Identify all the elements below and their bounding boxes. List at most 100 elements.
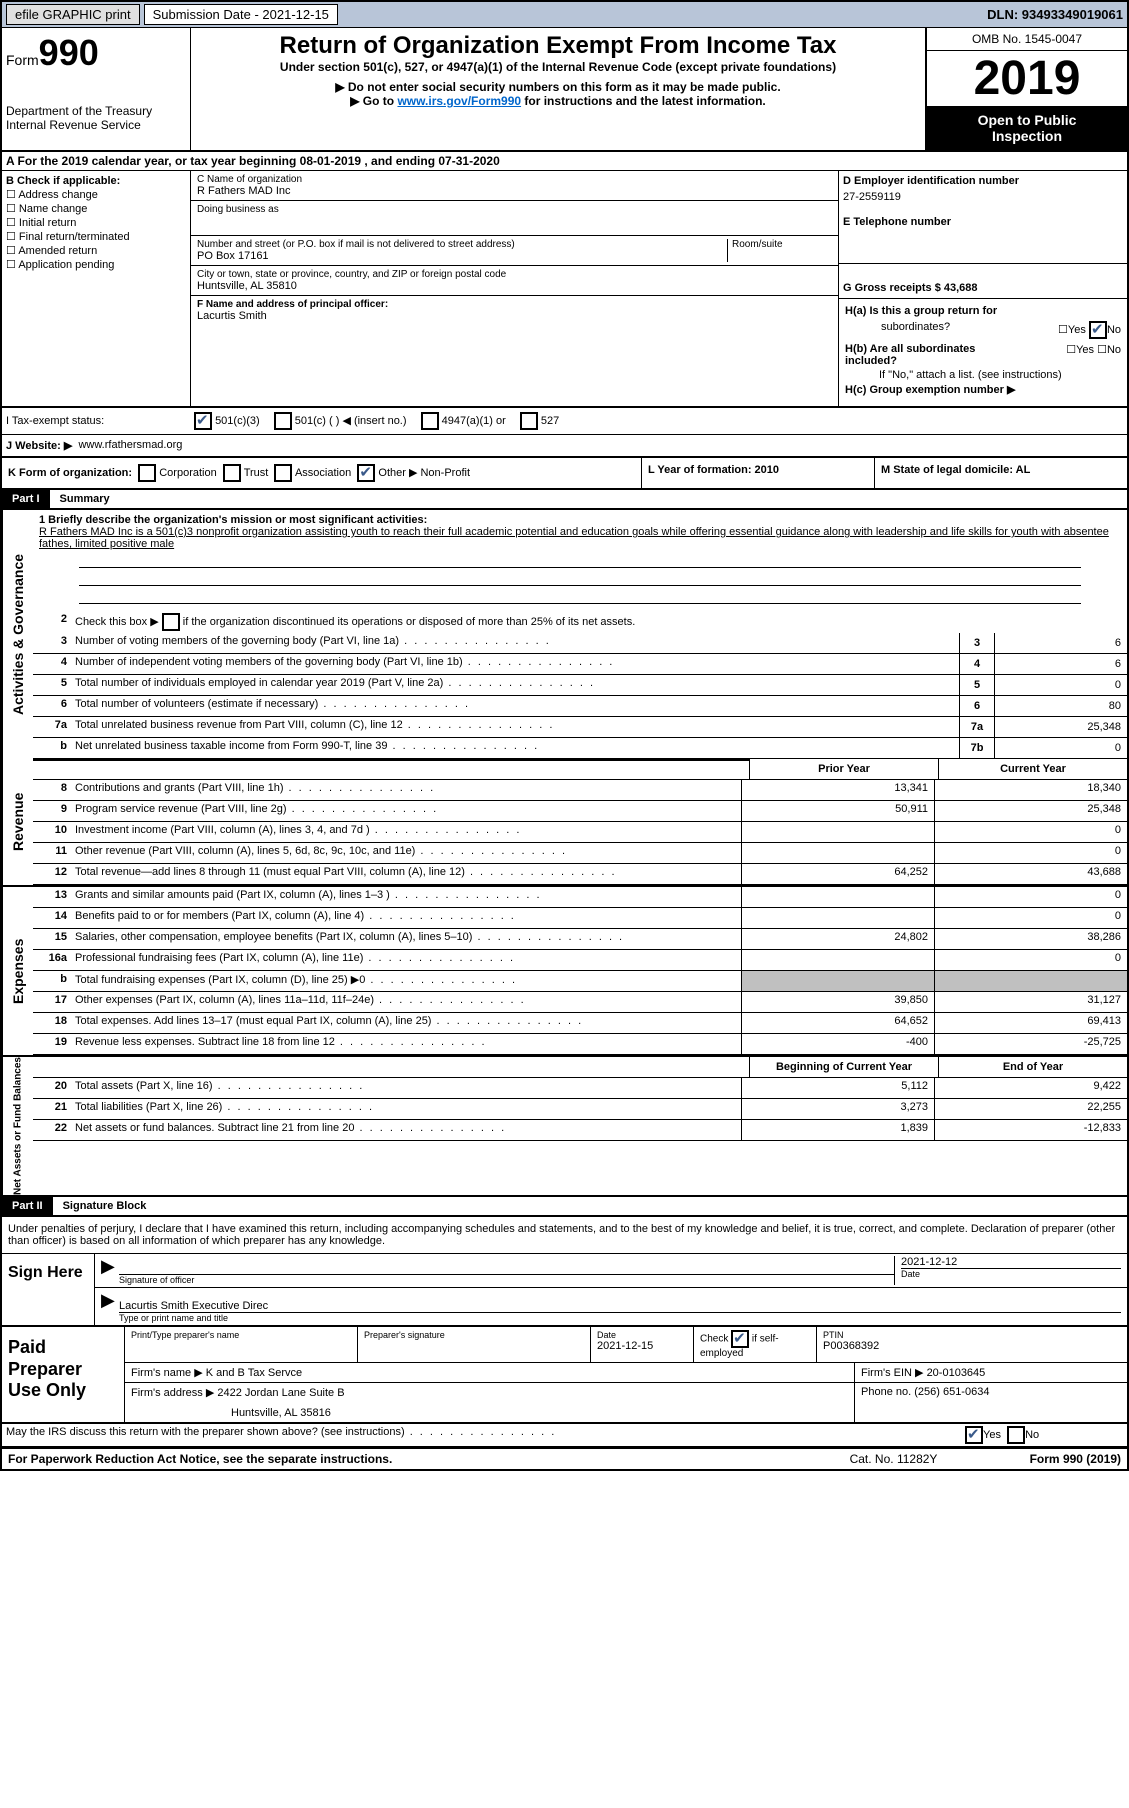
org-name: R Fathers MAD Inc: [197, 185, 832, 197]
sign-here-label: Sign Here: [2, 1254, 94, 1325]
revenue-header: Prior Year Current Year: [33, 759, 1127, 780]
summary-line-7a: 7aTotal unrelated business revenue from …: [33, 717, 1127, 738]
sig-arrow-2: ▶: [101, 1290, 119, 1323]
irs-link[interactable]: www.irs.gov/Form990: [397, 94, 521, 108]
firm-addr2: Huntsville, AL 35816: [131, 1399, 848, 1419]
line-12: 12Total revenue—add lines 8 through 11 (…: [33, 864, 1127, 885]
firm-addr1: 2422 Jordan Lane Suite B: [217, 1387, 344, 1399]
line-1-label: 1 Briefly describe the organization's mi…: [39, 514, 1121, 526]
chk-4947[interactable]: 4947(a)(1) or: [421, 412, 506, 430]
line-2-num: 2: [33, 611, 71, 633]
website-value: www.rfathersmad.org: [78, 439, 182, 452]
chk-assoc[interactable]: Association: [274, 467, 351, 479]
tax-exempt-label: I Tax-exempt status:: [2, 411, 190, 431]
c-name-label: C Name of organization: [197, 174, 832, 185]
firm-addr-label: Firm's address ▶: [131, 1387, 214, 1399]
public-inspection: Open to PublicInspection: [927, 106, 1127, 150]
blank-line-3: [79, 589, 1081, 604]
blank-line-1: [79, 553, 1081, 568]
form-version: Form 990 (2019): [1030, 1452, 1121, 1466]
row-k-l-m: K Form of organization: Corporation Trus…: [2, 458, 1127, 490]
col-b-checkboxes: B Check if applicable: ☐ Address change …: [2, 171, 191, 406]
l-year-formation: L Year of formation: 2010: [641, 458, 874, 488]
discuss-yes-no[interactable]: Yes No: [963, 1424, 1127, 1446]
chk-corp[interactable]: Corporation: [138, 467, 217, 479]
part-2-title: Signature Block: [53, 1197, 157, 1215]
addr-label: Number and street (or P.O. box if mail i…: [197, 239, 727, 250]
line-11: 11Other revenue (Part VIII, column (A), …: [33, 843, 1127, 864]
irs-label: Internal Revenue Service: [6, 118, 186, 132]
f-officer-label: F Name and address of principal officer:: [197, 299, 832, 310]
e-phone-label: E Telephone number: [843, 216, 951, 228]
part-2-num: Part II: [2, 1197, 53, 1215]
row-j-website: J Website: ▶ www.rfathersmad.org: [2, 435, 1127, 458]
side-tab-expenses: Expenses: [2, 887, 33, 1055]
mission-text: R Fathers MAD Inc is a 501(c)3 nonprofit…: [39, 526, 1121, 550]
chk-trust[interactable]: Trust: [223, 467, 269, 479]
other-val: Non-Profit: [420, 467, 470, 479]
hb-yes-no[interactable]: ☐Yes ☐No: [1011, 343, 1121, 367]
chk-address-change[interactable]: ☐ Address change: [6, 188, 186, 201]
form-label: Form: [6, 52, 39, 68]
efile-print-button[interactable]: efile GRAPHIC print: [6, 4, 140, 25]
ein-value: 27-2559119: [843, 187, 1123, 213]
line-b: bTotal fundraising expenses (Part IX, co…: [33, 971, 1127, 992]
g-gross-receipts: G Gross receipts $ 43,688: [843, 264, 1123, 294]
line-17: 17Other expenses (Part IX, column (A), l…: [33, 992, 1127, 1013]
line-22: 22Net assets or fund balances. Subtract …: [33, 1120, 1127, 1141]
omb-number: OMB No. 1545-0047: [927, 28, 1127, 51]
website-label: J Website: ▶: [6, 439, 72, 452]
line-2-text: Check this box ▶ if the organization dis…: [71, 611, 1127, 633]
ha-group-return: H(a) Is this a group return for: [843, 303, 1123, 319]
col-c-org-info: C Name of organization R Fathers MAD Inc…: [191, 171, 838, 406]
row-i-tax-exempt: I Tax-exempt status: 501(c)(3) 501(c) ( …: [2, 407, 1127, 435]
form-title: Return of Organization Exempt From Incom…: [195, 32, 921, 60]
firm-ein: 20-0103645: [927, 1367, 986, 1379]
hb-subordinates: H(b) Are all subordinates included? ☐Yes…: [843, 341, 1123, 369]
ha-yes-no[interactable]: ☐Yes No: [1011, 321, 1121, 339]
blank-line-2: [79, 571, 1081, 586]
inst-pre: ▶ Go to: [350, 94, 397, 108]
chk-initial-return[interactable]: ☐ Initial return: [6, 216, 186, 229]
ptin-value: P00368392: [823, 1340, 1121, 1352]
page-footer: For Paperwork Reduction Act Notice, see …: [2, 1447, 1127, 1469]
sig-officer-label: Signature of officer: [119, 1274, 894, 1285]
line-19: 19Revenue less expenses. Subtract line 1…: [33, 1034, 1127, 1055]
line-18: 18Total expenses. Add lines 13–17 (must …: [33, 1013, 1127, 1034]
net-assets-section: Net Assets or Fund Balances Beginning of…: [2, 1057, 1127, 1197]
line-20: 20Total assets (Part X, line 16) 5,1129,…: [33, 1078, 1127, 1099]
chk-527[interactable]: 527: [520, 412, 559, 430]
prep-date: 2021-12-15: [597, 1340, 687, 1352]
ssn-warning: ▶ Do not enter social security numbers o…: [195, 80, 921, 94]
form-header: Form990 Department of the Treasury Inter…: [2, 28, 1127, 152]
chk-application-pending[interactable]: ☐ Application pending: [6, 258, 186, 271]
form-subtitle: Under section 501(c), 527, or 4947(a)(1)…: [195, 60, 921, 74]
chk-name-change[interactable]: ☐ Name change: [6, 202, 186, 215]
chk-final-return[interactable]: ☐ Final return/terminated: [6, 230, 186, 243]
net-header: Beginning of Current Year End of Year: [33, 1057, 1127, 1078]
dln-number: DLN: 93493349019061: [987, 7, 1123, 22]
top-bar: efile GRAPHIC print Submission Date - 20…: [2, 2, 1127, 28]
prep-self-employed[interactable]: Check if self-employed: [694, 1327, 817, 1362]
eoy-header: End of Year: [938, 1057, 1127, 1077]
chk-501c3[interactable]: 501(c)(3): [194, 412, 260, 430]
inst-post: for instructions and the latest informat…: [521, 94, 766, 108]
form-number: 990: [39, 32, 99, 73]
chk-other[interactable]: Other ▶: [357, 467, 417, 479]
ha-sub: subordinates?: [845, 321, 1011, 339]
sig-date-label: Date: [901, 1268, 1121, 1279]
header-right: OMB No. 1545-0047 2019 Open to PublicIns…: [925, 28, 1127, 150]
d-ein-label: D Employer identification number: [843, 175, 1123, 187]
officer-name: Lacurtis Smith: [197, 310, 832, 322]
chk-501c[interactable]: 501(c) ( ) ◀ (insert no.): [274, 412, 407, 430]
line-16a: 16aProfessional fundraising fees (Part I…: [33, 950, 1127, 971]
line-9: 9Program service revenue (Part VIII, lin…: [33, 801, 1127, 822]
submission-date: Submission Date - 2021-12-15: [144, 4, 338, 25]
firm-name-label: Firm's name ▶: [131, 1367, 203, 1379]
sig-arrow-1: ▶: [101, 1256, 119, 1285]
cat-no: Cat. No. 11282Y: [850, 1452, 1030, 1466]
chk-amended-return[interactable]: ☐ Amended return: [6, 244, 186, 257]
side-tab-governance: Activities & Governance: [2, 510, 33, 759]
phone-value: (256) 651-0634: [914, 1386, 989, 1398]
m-state-domicile: M State of legal domicile: AL: [874, 458, 1127, 488]
